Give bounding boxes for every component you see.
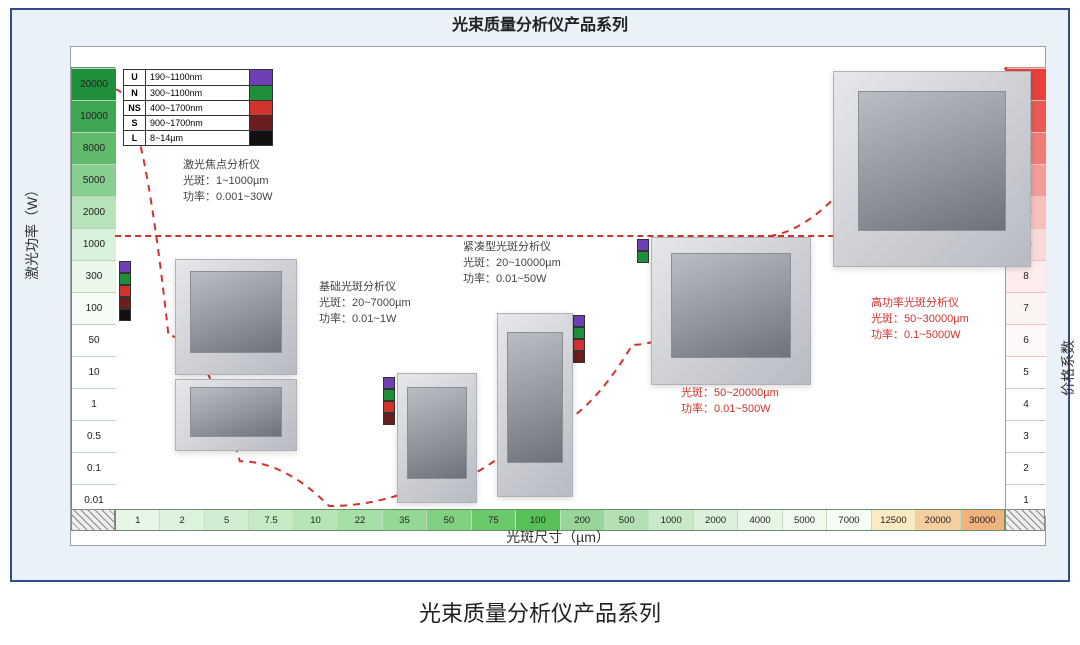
product-image-medium	[651, 237, 811, 385]
left-axis-tick: 10	[72, 356, 116, 388]
legend-swatch	[250, 116, 272, 130]
left-axis-tick: 100	[72, 292, 116, 324]
chart-frame: 光束质量分析仪产品系列 激光功率（W） 价格系数 200001000080005…	[10, 8, 1070, 582]
y-axis-label-right: 价格系数	[1058, 340, 1078, 396]
product-spot: 光斑：50~30000µm	[871, 313, 969, 325]
left-axis-tick: 1000	[72, 228, 116, 260]
y-axis-label-left: 激光功率（W）	[22, 183, 42, 280]
left-power-axis: 20000100008000500020001000300100501010.5…	[71, 67, 115, 515]
right-axis-tick: 6	[1006, 324, 1046, 356]
legend-code: S	[124, 116, 146, 130]
product-power: 功率：0.1~5000W	[871, 329, 961, 341]
color-swatch	[119, 285, 131, 297]
legend-row: N300~1100nm	[124, 85, 272, 100]
plot-area: 20000100008000500020001000300100501010.5…	[70, 46, 1046, 546]
left-axis-tick: 10000	[72, 100, 116, 132]
product-image-basic	[397, 373, 477, 503]
product-name: 激光焦点分析仪	[183, 159, 260, 171]
legend-swatch	[250, 70, 272, 85]
legend-swatch	[250, 131, 272, 145]
page-subtitle: 光束质量分析仪产品系列	[0, 596, 1080, 628]
color-swatch	[573, 315, 585, 327]
legend-code: U	[124, 70, 146, 85]
product-power: 功率：0.001~30W	[183, 191, 273, 203]
product-image-focus-1	[175, 379, 297, 451]
legend-row: NS400~1700nm	[124, 100, 272, 115]
color-swatch	[119, 297, 131, 309]
product-name: 紧凑型光斑分析仪	[463, 241, 551, 253]
left-axis-tick: 5000	[72, 164, 116, 196]
legend-code: N	[124, 86, 146, 100]
product-image-compact	[497, 313, 573, 497]
wavelength-legend: U190~1100nmN300~1100nmNS400~1700nmS900~1…	[123, 69, 273, 146]
color-swatch	[573, 339, 585, 351]
product-color-strip-compact	[573, 315, 585, 363]
chart-title: 光束质量分析仪产品系列	[12, 10, 1068, 42]
legend-range: 8~14µm	[146, 131, 250, 145]
legend-swatch	[250, 86, 272, 100]
right-axis-tick: 5	[1006, 356, 1046, 388]
color-swatch	[637, 239, 649, 251]
right-axis-tick: 3	[1006, 420, 1046, 452]
legend-row: S900~1700nm	[124, 115, 272, 130]
left-axis-tick: 0.5	[72, 420, 116, 452]
legend-code: L	[124, 131, 146, 145]
product-power: 功率：0.01~1W	[319, 313, 396, 325]
right-axis-tick: 2	[1006, 452, 1046, 484]
legend-range: 190~1100nm	[146, 70, 250, 85]
product-name: 高功率光斑分析仪	[871, 297, 959, 309]
legend-swatch	[250, 101, 272, 115]
left-axis-tick: 20000	[72, 68, 116, 100]
product-color-strip-focus	[119, 261, 131, 321]
left-axis-tick: 0.1	[72, 452, 116, 484]
color-swatch	[573, 351, 585, 363]
color-swatch	[637, 251, 649, 263]
left-axis-tick: 8000	[72, 132, 116, 164]
legend-range: 300~1100nm	[146, 86, 250, 100]
right-axis-tick: 4	[1006, 388, 1046, 420]
legend-range: 900~1700nm	[146, 116, 250, 130]
left-axis-tick: 50	[72, 324, 116, 356]
color-swatch	[383, 413, 395, 425]
product-power: 功率：0.01~50W	[463, 273, 546, 285]
product-name: 基础光斑分析仪	[319, 281, 396, 293]
right-axis-tick: 7	[1006, 292, 1046, 324]
legend-range: 400~1700nm	[146, 101, 250, 115]
color-swatch	[383, 377, 395, 389]
product-image-high	[833, 71, 1031, 267]
product-spot: 光斑：20~7000µm	[319, 297, 411, 309]
color-swatch	[119, 273, 131, 285]
product-power: 功率：0.01~500W	[681, 403, 771, 415]
left-axis-tick: 300	[72, 260, 116, 292]
product-spot: 光斑：1~1000µm	[183, 175, 269, 187]
legend-code: NS	[124, 101, 146, 115]
color-swatch	[383, 389, 395, 401]
left-axis-tick: 1	[72, 388, 116, 420]
product-image-focus-0	[175, 259, 297, 375]
product-color-strip-basic	[383, 377, 395, 425]
product-annotation-high: 高功率光斑分析仪光斑：50~30000µm 功率：0.1~5000W	[871, 295, 969, 343]
product-spot: 光斑：50~20000µm	[681, 387, 779, 399]
product-annotation-compact: 紧凑型光斑分析仪光斑：20~10000µm 功率：0.01~50W	[463, 239, 561, 287]
x-axis-label: 光斑尺寸（µm）	[71, 527, 1045, 547]
product-annotation-basic: 基础光斑分析仪光斑：20~7000µm 功率：0.01~1W	[319, 279, 411, 327]
product-annotation-focus: 激光焦点分析仪光斑：1~1000µm 功率：0.001~30W	[183, 157, 273, 205]
legend-row: U190~1100nm	[124, 70, 272, 85]
product-color-strip-medium	[637, 239, 649, 263]
color-swatch	[119, 261, 131, 273]
legend-row: L8~14µm	[124, 130, 272, 145]
product-spot: 光斑：20~10000µm	[463, 257, 561, 269]
left-axis-tick: 2000	[72, 196, 116, 228]
color-swatch	[119, 309, 131, 321]
color-swatch	[573, 327, 585, 339]
color-swatch	[383, 401, 395, 413]
